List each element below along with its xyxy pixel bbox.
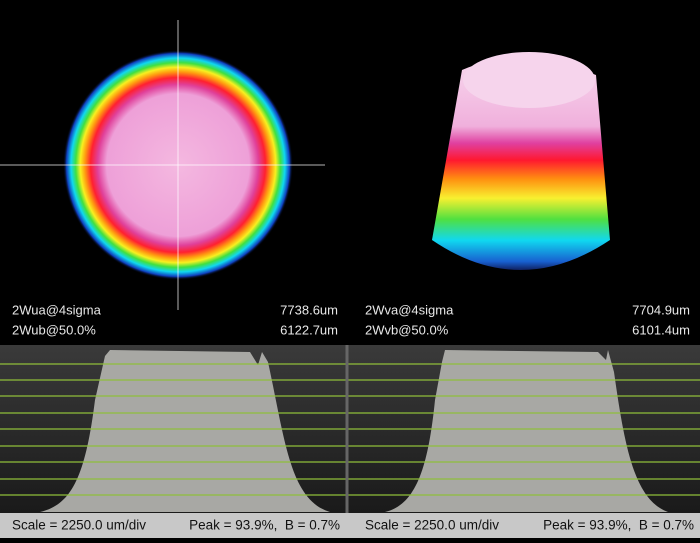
measure-label: 2Wua@4sigma [12, 302, 102, 317]
profile-left [40, 350, 330, 512]
measure-label: 2Wvb@50.0% [365, 322, 449, 337]
peak-text: Peak = 93.9%, B = 0.7% [543, 518, 694, 533]
measure-value: 6122.7um [280, 322, 338, 337]
footer-bar [0, 513, 700, 538]
measure-label: 2Wub@50.0% [12, 322, 96, 337]
measure-label: 2Wva@4sigma [365, 302, 454, 317]
measure-value: 7704.9um [632, 302, 690, 317]
peak-text: Peak = 93.9%, B = 0.7% [189, 518, 340, 533]
grid-lines [0, 363, 700, 496]
measure-value: 6101.4um [632, 322, 690, 337]
beam-3d [432, 58, 610, 270]
profile-right [385, 350, 668, 512]
scale-text: Scale = 2250.0 um/div [12, 518, 146, 533]
scale-text: Scale = 2250.0 um/div [365, 518, 499, 533]
beam-3d-top [463, 52, 595, 108]
measure-value: 7738.6um [280, 302, 338, 317]
